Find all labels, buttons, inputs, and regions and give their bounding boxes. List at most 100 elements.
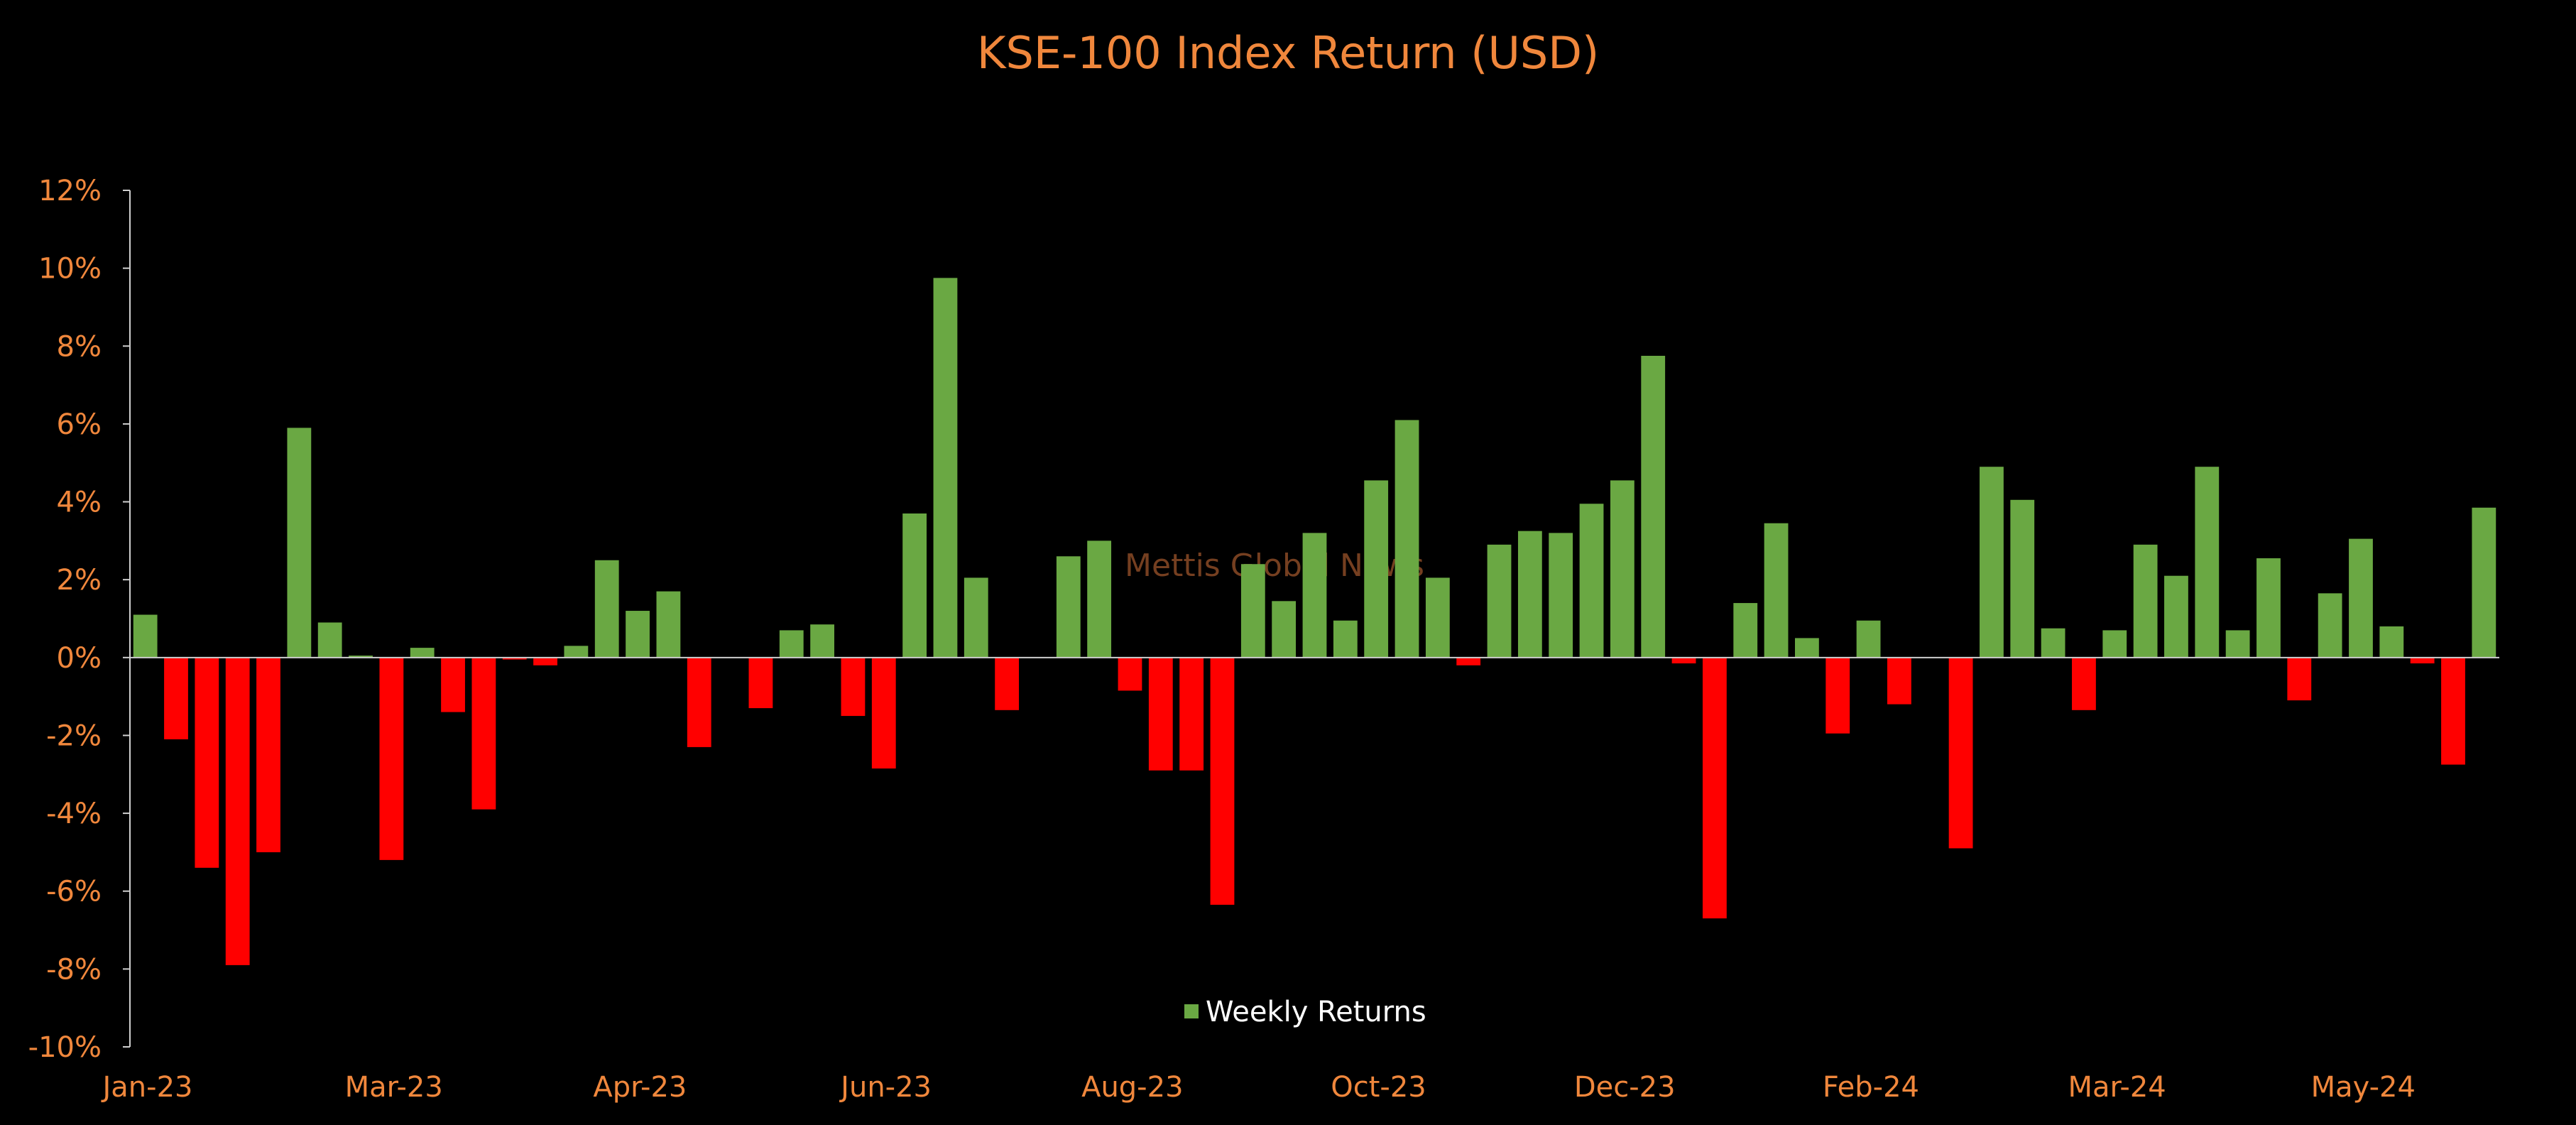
- bar-week-48: [1579, 504, 1604, 658]
- y-tick-label: -10%: [28, 1031, 102, 1064]
- bar-week-24: [841, 657, 866, 717]
- bar-week-45: [1487, 544, 1512, 658]
- y-tick-label: 2%: [57, 564, 102, 597]
- bar-week-73: [2349, 538, 2373, 658]
- bar-week-21: [748, 657, 773, 709]
- legend-swatch: [1184, 1004, 1199, 1018]
- y-tick-label: 12%: [38, 175, 102, 207]
- bar-week-62: [2010, 499, 2035, 658]
- bar-week-66: [2133, 544, 2158, 658]
- bar-week-67: [2164, 575, 2188, 658]
- bar-week-47: [1549, 533, 1573, 658]
- legend-label: Weekly Returns: [1206, 996, 1426, 1028]
- bar-week-19: [687, 657, 711, 747]
- bar-week-4: [225, 657, 250, 965]
- bar-week-71: [2287, 657, 2312, 701]
- bar-week-8: [349, 656, 373, 658]
- x-tick-label: Apr-23: [593, 1071, 687, 1104]
- bar-week-70: [2256, 558, 2281, 658]
- bar-week-15: [564, 646, 589, 658]
- bar-week-41: [1364, 480, 1389, 658]
- y-tick-label: 0%: [57, 642, 102, 675]
- x-tick-label: Oct-23: [1331, 1071, 1426, 1104]
- bar-week-50: [1641, 355, 1666, 658]
- bar-week-61: [1980, 467, 2004, 658]
- bar-week-27: [933, 278, 958, 658]
- axes-group: [129, 190, 2499, 1047]
- bar-week-26: [902, 513, 927, 658]
- bar-week-29: [995, 657, 1020, 710]
- y-tick-label: 8%: [57, 330, 102, 363]
- bar-week-25: [871, 657, 896, 769]
- bar-week-40: [1333, 620, 1358, 658]
- bars-group: [133, 278, 2496, 965]
- y-tick-label: 10%: [38, 253, 102, 286]
- bar-week-12: [471, 657, 496, 810]
- bar-week-42: [1395, 420, 1419, 658]
- x-tick-label: Jun-23: [839, 1071, 932, 1104]
- x-tick-label: Feb-24: [1823, 1071, 1919, 1104]
- bar-week-7: [317, 622, 342, 658]
- bar-week-63: [2041, 628, 2065, 658]
- bar-week-76: [2441, 657, 2465, 765]
- bar-week-23: [810, 624, 834, 658]
- bar-week-16: [594, 560, 619, 658]
- x-tick-label: May-24: [2311, 1071, 2416, 1104]
- y-tick-label: -2%: [46, 719, 102, 752]
- bar-week-35: [1179, 657, 1204, 771]
- bar-week-72: [2318, 593, 2342, 658]
- y-tick-label: -6%: [46, 876, 102, 908]
- y-tick-label: 4%: [57, 487, 102, 519]
- bar-week-31: [1056, 556, 1081, 658]
- bar-week-11: [441, 657, 465, 712]
- bar-week-56: [1825, 657, 1850, 734]
- x-tick-label: Jan-23: [101, 1071, 193, 1104]
- bar-week-38: [1272, 601, 1297, 658]
- bar-week-54: [1764, 523, 1789, 658]
- bar-week-5: [256, 657, 280, 852]
- x-tick-label: Mar-24: [2068, 1071, 2166, 1104]
- bar-week-69: [2225, 630, 2250, 658]
- bar-week-6: [287, 428, 312, 658]
- bar-week-1: [133, 614, 158, 658]
- bar-week-55: [1795, 638, 1819, 658]
- y-tick-label: 6%: [57, 408, 102, 441]
- bar-week-75: [2410, 657, 2435, 664]
- bar-week-43: [1425, 577, 1450, 658]
- bar-week-10: [410, 648, 435, 658]
- bar-week-18: [656, 591, 681, 658]
- bar-week-74: [2379, 626, 2404, 658]
- bar-week-3: [195, 657, 219, 868]
- bar-week-22: [779, 630, 804, 658]
- bar-week-13: [502, 657, 527, 660]
- x-tick-label: Mar-23: [345, 1071, 443, 1104]
- x-axis-ticks: Jan-23 Mar-23 Apr-23 Jun-23 Aug-23 Oct-23 Dec-…: [101, 1071, 2416, 1104]
- bar-week-68: [2195, 467, 2220, 658]
- bar-week-39: [1302, 533, 1327, 658]
- chart-title: KSE-100 Index Return (USD): [977, 27, 1599, 79]
- bar-week-9: [379, 657, 404, 860]
- y-axis-ticks: -10% -8% -6% -4% -2% 0% 2% 4% 6% 8% 10% 12%: [28, 175, 130, 1064]
- bar-week-52: [1702, 657, 1727, 919]
- bar-week-57: [1856, 620, 1881, 658]
- bar-week-64: [2072, 657, 2096, 710]
- bar-week-65: [2102, 630, 2127, 658]
- bar-week-14: [533, 657, 557, 665]
- bar-week-28: [964, 577, 988, 658]
- bar-week-44: [1456, 657, 1481, 665]
- bar-week-53: [1733, 603, 1758, 658]
- bar-week-51: [1671, 657, 1696, 664]
- bar-week-49: [1610, 480, 1634, 658]
- bar-week-77: [2472, 507, 2496, 658]
- x-tick-label: Dec-23: [1574, 1071, 1676, 1104]
- bar-week-33: [1118, 657, 1142, 691]
- bar-week-36: [1210, 657, 1235, 905]
- bar-week-46: [1517, 531, 1542, 658]
- bar-week-58: [1887, 657, 1911, 705]
- bar-week-34: [1148, 657, 1173, 771]
- bar-week-32: [1087, 540, 1112, 658]
- bar-week-37: [1240, 564, 1265, 658]
- legend: Weekly Returns: [1184, 996, 1426, 1028]
